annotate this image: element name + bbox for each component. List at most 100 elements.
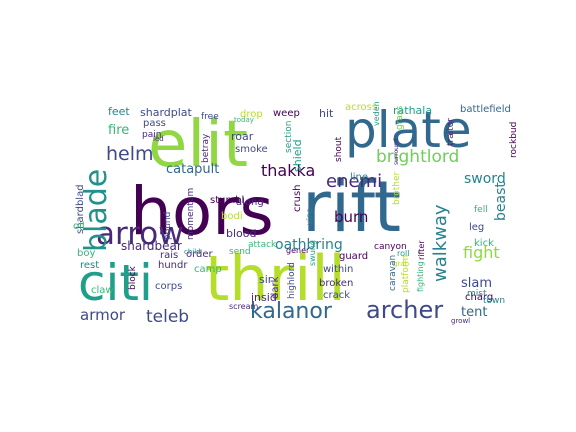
word-walkway: walkway (430, 204, 451, 282)
word-kick: kick (474, 238, 494, 249)
word-rathala: rathala (393, 104, 432, 117)
word-scream: scream (229, 302, 259, 311)
word-smoke: smoke (235, 144, 268, 155)
word-shardplat: shardplat (140, 106, 193, 119)
word-oathbring: oathbring (275, 237, 343, 253)
word-platform: platform (401, 255, 411, 293)
word-pass: pass (143, 118, 166, 129)
word-sir: sir (259, 273, 273, 286)
word-order: order (186, 249, 214, 260)
word-send: send (229, 247, 251, 257)
word-elit: elit (148, 108, 248, 182)
word-hundr: hundr (158, 260, 188, 271)
word-town: town (483, 296, 505, 306)
word-citi: citi (78, 254, 153, 312)
word-mist: mist (467, 289, 487, 299)
cloud-background (72, 100, 504, 332)
word-attack: attack (248, 240, 277, 250)
word-archer: archer (366, 296, 443, 324)
word-highlord: highlord (287, 262, 297, 299)
word-gener: gener (286, 246, 310, 255)
word-charg: charg (465, 292, 493, 303)
word-fell: fell (474, 205, 488, 215)
word-feet: feet (108, 105, 130, 118)
word-tent: tent (461, 305, 487, 320)
word-weep: weep (273, 108, 300, 119)
word-caravan: caravan (388, 255, 398, 291)
word-roll: roll (397, 249, 409, 258)
word-dark: dark (270, 276, 281, 299)
word-vine: vine (305, 208, 314, 225)
word-along: along (236, 197, 264, 208)
word-broken: broken (319, 278, 353, 289)
word-battlefield: battlefield (460, 104, 511, 115)
word-grass: grass (395, 105, 405, 130)
word-helm: helm (106, 143, 154, 165)
word-rest: rest (80, 260, 99, 271)
word-guard: guard (339, 251, 368, 262)
word-grab: grab (393, 260, 410, 268)
word-fire: fire (108, 123, 129, 138)
word-brightlord: brightlord (376, 147, 459, 167)
word-kalanor: kalanor (250, 299, 333, 324)
word-thakka: thakka (261, 161, 315, 180)
word-teleb: teleb (146, 307, 189, 327)
word-shout: shout (334, 136, 344, 162)
word-stumbl: stumbl (210, 195, 244, 206)
word-crack: crack (323, 290, 350, 301)
word-leg: leg (469, 222, 484, 233)
word-momentum: momentum (186, 188, 196, 240)
word-fight: fight (463, 243, 500, 262)
word-brother: brother (392, 172, 402, 205)
word-rais: rais (160, 250, 178, 261)
word-child: child (184, 248, 201, 256)
word-slam: slam (461, 276, 492, 291)
word-hit: hit (319, 107, 334, 120)
word-within: within (323, 264, 353, 275)
word-fighting: fighting (416, 261, 425, 292)
word-claw: claw (91, 285, 114, 296)
word-today: today (234, 116, 254, 124)
word-swung: swung (308, 240, 317, 266)
word-thrill: thrill (205, 242, 346, 315)
word-across: across (345, 102, 377, 113)
word-canyon: canyon (374, 242, 407, 252)
word-crush: crush (292, 185, 303, 213)
word-corps: corps (155, 281, 182, 292)
word-roar: roar (231, 130, 254, 143)
word-burn: burn (334, 208, 368, 226)
word-free: free (201, 112, 219, 122)
word-shardbear: shardbear (121, 239, 182, 253)
word-line: line (350, 172, 368, 183)
word-surround: surround (393, 138, 400, 165)
word-oil: oil (73, 221, 85, 232)
word-veden: veden (372, 101, 381, 126)
word-catapult: catapult (166, 162, 219, 177)
word-section: section (284, 121, 294, 153)
word-led: led (153, 135, 164, 143)
word-shield: shield (291, 139, 304, 172)
word-sword: sword (464, 171, 506, 187)
word-enemi: enemi (326, 171, 382, 192)
word-rifter: rifter (417, 240, 426, 260)
word-block: block (128, 265, 138, 290)
word-plate: plate (345, 101, 472, 159)
word-camp: camp (194, 264, 222, 275)
word-arrow: arrow (96, 216, 184, 252)
word-drop: drop (240, 109, 263, 120)
word-blood: blood (226, 227, 256, 240)
word-shardblad: shardblad (75, 184, 86, 234)
word-rift: rift (302, 166, 401, 248)
word-traitor: traitor (446, 118, 456, 146)
word-beast: beast (493, 182, 509, 221)
word-armor: armor (80, 306, 126, 324)
word-pound: pound (163, 212, 173, 240)
word-boy: boy (77, 248, 95, 259)
word-hors: hors (130, 173, 274, 250)
word-insid: insid (251, 291, 277, 304)
word-growl: growl (451, 317, 470, 325)
word-blade: blade (79, 169, 114, 252)
word-bodi: bodi (221, 211, 243, 222)
